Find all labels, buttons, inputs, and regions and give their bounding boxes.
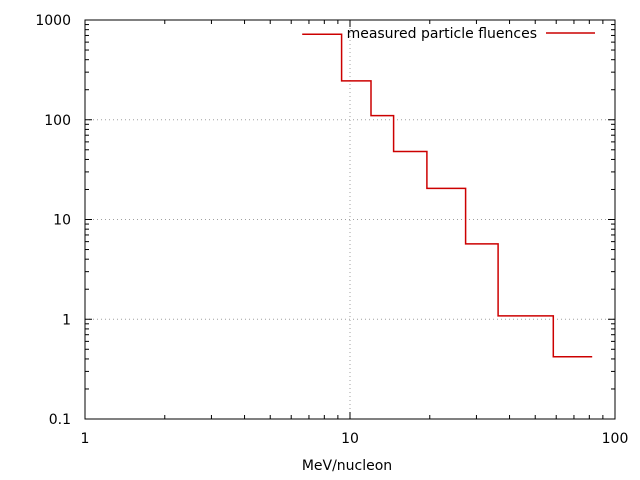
- y-tick-label: 10: [53, 213, 71, 229]
- y-tick-label: 100: [44, 113, 71, 129]
- grid-lines: [85, 20, 615, 419]
- x-tick-label: 1: [81, 431, 90, 447]
- axis-ticks: [84, 19, 616, 420]
- series-line-measured-particle-fluences: [302, 33, 593, 358]
- x-tick-label: 100: [602, 431, 629, 447]
- x-axis-title: MeV/nucleon: [302, 458, 392, 474]
- tick-labels: 1 10 100 0.1 1 10 100 1000: [35, 13, 628, 447]
- y-tick-label: 0.1: [49, 412, 71, 428]
- legend: measured particle fluences: [347, 26, 595, 42]
- y-tick-label: 1: [62, 312, 71, 328]
- legend-label: measured particle fluences: [347, 26, 537, 42]
- y-tick-label: 1000: [35, 13, 71, 29]
- x-tick-label: 10: [341, 431, 359, 447]
